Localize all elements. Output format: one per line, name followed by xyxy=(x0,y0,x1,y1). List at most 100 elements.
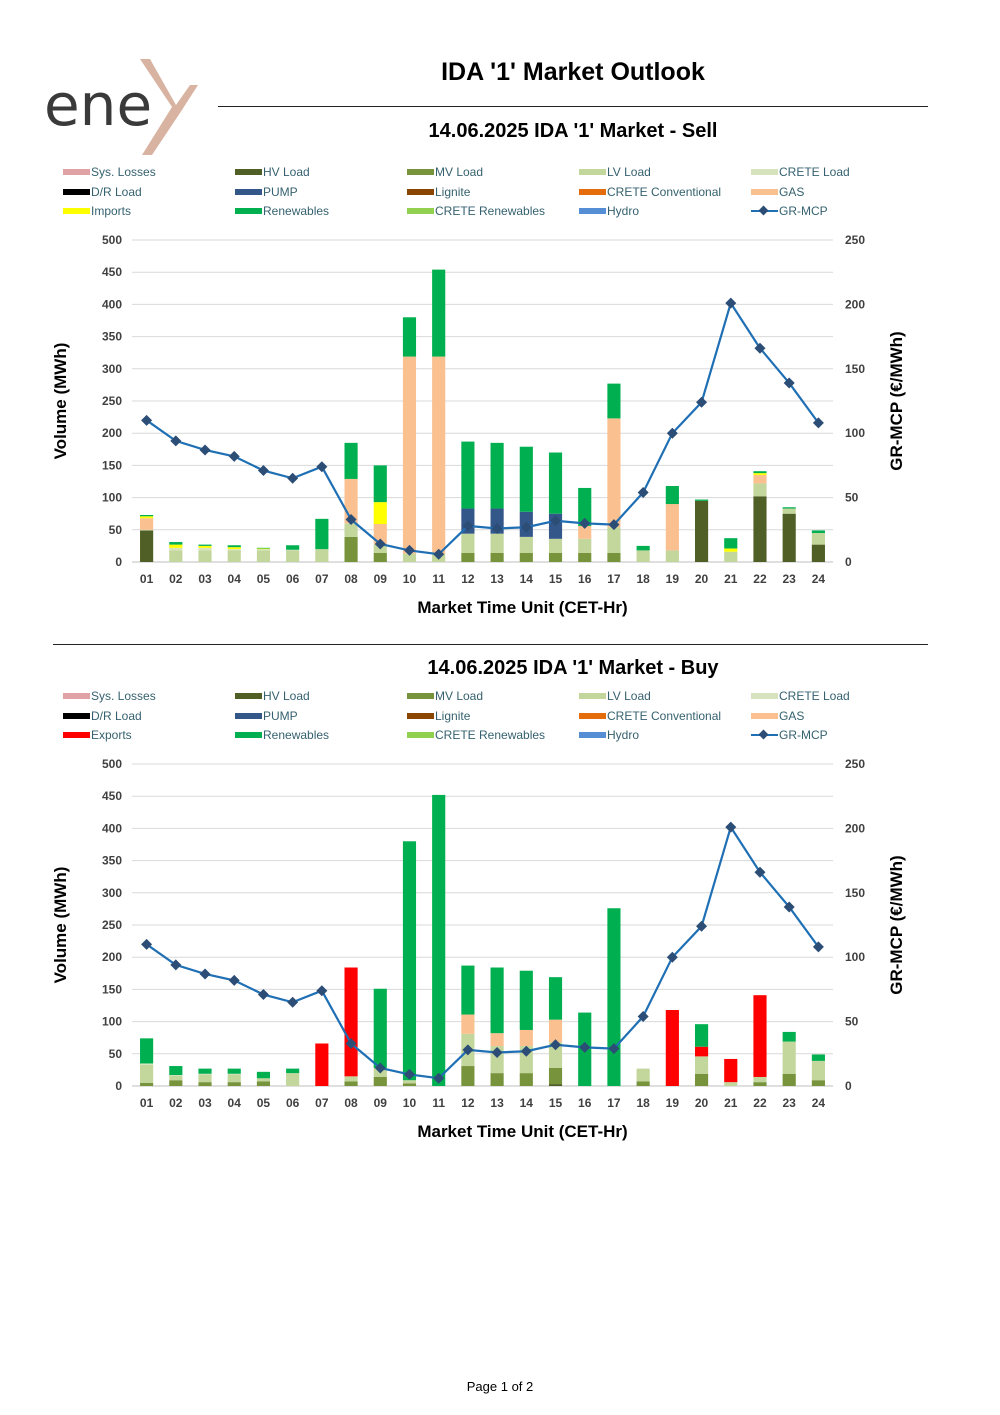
sell-chart: 14.06.2025 IDA '1' Market - Sell Sys. Lo… xyxy=(0,0,1000,640)
sell-bar-crete-load xyxy=(169,547,183,551)
legend-swatch xyxy=(235,712,262,719)
legend-swatch xyxy=(579,169,606,175)
legend-label: CRETE Renewables xyxy=(435,204,546,218)
sell-gr-mcp-point xyxy=(170,435,182,447)
sell-bar-lv-load xyxy=(402,553,417,562)
legend-label: CRETE Conventional xyxy=(607,708,722,723)
legend-label: Exports xyxy=(91,728,132,742)
buy-bar-exports xyxy=(665,1010,679,1086)
buy-gr-mcp-point xyxy=(228,974,240,986)
sell-bar-imports xyxy=(256,548,271,550)
buy-gr-mcp-point xyxy=(579,1041,591,1053)
legend-swatch xyxy=(235,208,262,214)
sell-bar-renewables xyxy=(256,547,271,549)
sell-x-tick-label: 16 xyxy=(578,572,592,586)
buy-bar-renewables xyxy=(286,1068,300,1074)
sell-y2-tick-label: 150 xyxy=(845,362,865,376)
sell-x-tick-label: 10 xyxy=(403,572,417,586)
sell-bar-lv-load xyxy=(607,527,621,553)
page-footer: Page 1 of 2 xyxy=(466,1379,534,1394)
buy-bar-renewables xyxy=(373,988,387,1068)
buy-gr-mcp-point xyxy=(433,1072,445,1084)
buy-bar-exports xyxy=(753,995,767,1077)
legend-swatch xyxy=(751,169,778,175)
buy-gr-mcp-point xyxy=(462,1044,474,1056)
sell-gr-mcp-point xyxy=(491,523,503,535)
legend-label: HV Load xyxy=(263,689,310,703)
buy-bar-mv-load xyxy=(490,1073,504,1086)
sell-gr-mcp-point xyxy=(403,544,415,556)
legend-label: CRETE Renewables xyxy=(435,728,546,742)
legend-label: Hydro xyxy=(607,728,640,742)
buy-x-tick-label: 17 xyxy=(607,1096,621,1110)
buy-x-tick-label: 23 xyxy=(783,1096,797,1110)
buy-bar-mv-load xyxy=(344,1081,358,1086)
legend-swatch xyxy=(751,712,778,719)
sell-gr-mcp-point xyxy=(199,444,211,456)
buy-x-tick-label: 04 xyxy=(228,1096,242,1110)
buy-bar-lv-load xyxy=(782,1041,796,1074)
buy-bar-mv-load xyxy=(519,1073,533,1086)
sell-bar-renewables xyxy=(782,507,796,509)
buy-gr-mcp-point xyxy=(316,985,328,997)
sell-bar-renewables xyxy=(636,545,650,551)
sell-bar-mv-load xyxy=(607,552,621,562)
sell-bar-renewables xyxy=(198,544,212,546)
buy-gr-mcp-point xyxy=(812,941,824,953)
sell-bar-imports xyxy=(169,544,183,548)
sell-gr-mcp-point xyxy=(228,450,240,462)
sell-gr-mcp-point xyxy=(141,414,153,426)
sell-x-tick-label: 12 xyxy=(461,572,475,586)
legend-label: Lignite xyxy=(435,708,471,723)
sell-gr-mcp-point xyxy=(550,515,562,527)
buy-gr-mcp-point xyxy=(754,866,766,878)
buy-bar-lv-load xyxy=(753,1076,767,1083)
buy-x-tick-label: 16 xyxy=(578,1096,592,1110)
sell-bar-lv-load xyxy=(286,550,300,562)
legend-swatch xyxy=(407,188,434,195)
buy-y-tick-label: 350 xyxy=(102,854,122,868)
buy-bar-renewables xyxy=(548,977,563,1020)
sell-bar-crete-load xyxy=(227,549,241,551)
buy-y-tick-label: 450 xyxy=(102,789,122,803)
sell-bar-lv-load xyxy=(169,550,183,562)
legend-swatch xyxy=(235,188,262,195)
sell-x-tick-label: 24 xyxy=(812,572,826,586)
sell-bar-renewables xyxy=(665,486,679,505)
sell-bar-mv-load xyxy=(519,552,533,562)
sell-bar-lv-load xyxy=(724,551,738,562)
sell-bar-mv-load xyxy=(344,536,358,562)
section-divider xyxy=(53,644,928,645)
buy-x-tick-label: 18 xyxy=(636,1096,650,1110)
sell-bar-gas xyxy=(607,418,621,528)
buy-x-tick-label: 10 xyxy=(403,1096,417,1110)
buy-bar-renewables xyxy=(198,1068,212,1074)
buy-gr-mcp-point xyxy=(403,1068,415,1080)
sell-y-tick-label: 200 xyxy=(102,426,122,440)
sell-bar-gas xyxy=(578,525,592,539)
legend-swatch xyxy=(63,169,90,175)
buy-x-tick-label: 12 xyxy=(461,1096,475,1110)
legend-swatch xyxy=(63,712,90,719)
sell-bar-gas xyxy=(432,356,446,554)
buy-bar-gas xyxy=(519,1029,533,1047)
legend-swatch xyxy=(63,208,90,214)
sell-bar-mv-load xyxy=(373,552,387,562)
sell-bar-renewables xyxy=(227,545,241,548)
sell-y-tick-label: 300 xyxy=(102,362,122,376)
sell-x-tick-label: 15 xyxy=(549,572,563,586)
legend-label: MV Load xyxy=(435,689,484,703)
sell-y-tick-label: 450 xyxy=(102,265,122,279)
buy-bar-renewables xyxy=(227,1068,241,1074)
sell-y2-tick-label: 0 xyxy=(845,555,852,569)
buy-bar-lv-load xyxy=(694,1056,709,1074)
buy-gr-mcp-point xyxy=(374,1062,386,1074)
sell-gr-mcp-point xyxy=(637,486,649,498)
sell-y-tick-label: 100 xyxy=(102,491,122,505)
sell-x-tick-label: 03 xyxy=(198,572,212,586)
buy-gr-mcp-point xyxy=(608,1043,620,1055)
sell-bar-lv-load xyxy=(256,550,271,562)
legend-label: PUMP xyxy=(263,184,298,199)
buy-gr-mcp-point xyxy=(666,951,678,963)
sell-bar-lv-load xyxy=(198,550,212,562)
